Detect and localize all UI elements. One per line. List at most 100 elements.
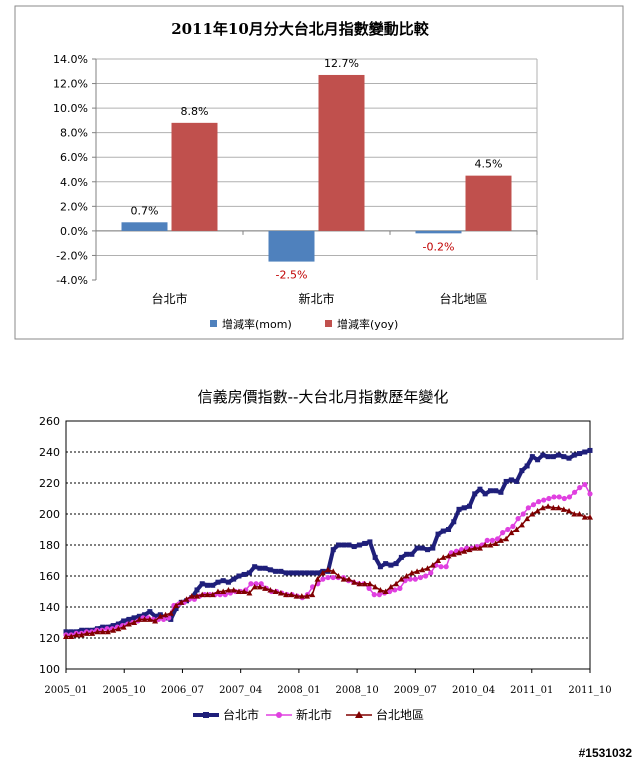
chart2-point-marker	[68, 629, 74, 635]
chart2-point-marker	[555, 504, 562, 511]
chart2-point-marker	[550, 454, 556, 460]
chart2-point-marker	[178, 599, 185, 605]
chart2-point-marker	[393, 580, 400, 587]
chart2-point-marker	[78, 631, 85, 638]
chart2-point-marker	[278, 568, 284, 574]
chart2-point-marker	[173, 606, 179, 612]
chart2-ytick-label: 240	[39, 446, 60, 459]
chart2-point-marker	[372, 583, 379, 590]
chart2-ytick-label: 180	[39, 539, 60, 552]
chart2-point-marker	[199, 581, 205, 587]
chart2-point-marker	[330, 574, 336, 581]
chart2-point-marker	[257, 565, 263, 571]
chart2-point-marker	[194, 593, 200, 599]
chart2-point-marker	[320, 576, 326, 582]
chart2-point-marker	[576, 511, 583, 517]
chart2-point-marker	[110, 623, 116, 629]
chart1-ytick-label: 14.0%	[53, 53, 88, 66]
chart2-point-marker	[362, 540, 368, 546]
chart2-point-marker	[304, 593, 311, 599]
chart2-point-marker	[446, 527, 452, 532]
chart2-point-marker	[330, 547, 336, 553]
chart2-legend-label: 新北市	[296, 707, 332, 722]
chart1-ytick-label: 6.0%	[60, 151, 88, 164]
chart2-point-marker	[571, 489, 578, 495]
chart2-point-marker	[110, 627, 117, 633]
chart2-point-marker	[461, 548, 468, 554]
chart2-point-marker	[267, 567, 273, 573]
chart2-point-marker	[582, 481, 588, 488]
chart2-point-marker	[319, 569, 326, 576]
chart2-xtick-label: 2006_07	[161, 685, 204, 696]
chart2-point-marker	[125, 621, 132, 627]
chart2-point-marker	[428, 570, 434, 576]
chart2-point-marker	[335, 542, 341, 548]
chart2-point-marker	[513, 526, 520, 532]
chart2-point-marker	[582, 449, 588, 455]
chart2-point-marker	[136, 613, 142, 619]
chart2-point-marker	[398, 576, 405, 582]
chart2-point-marker	[440, 528, 446, 534]
chart2-point-marker	[435, 557, 442, 563]
chart1-ytick-label: 4.0%	[60, 176, 88, 189]
chart2-point-marker	[510, 523, 516, 530]
chart2-legend-marker	[203, 712, 209, 718]
chart2-point-marker	[443, 564, 449, 570]
chart2-point-marker	[230, 586, 237, 593]
chart1-data-label: -2.5%	[276, 269, 308, 282]
chart2-point-marker	[142, 612, 148, 618]
chart2-point-marker	[251, 583, 258, 590]
chart2-point-marker	[204, 591, 211, 598]
chart2-point-marker	[571, 452, 577, 458]
chart2-ytick-label: 200	[39, 508, 60, 521]
chart2-point-marker	[525, 505, 531, 511]
chart2-point-marker	[577, 485, 583, 491]
chart2-point-marker	[346, 542, 352, 548]
chart2-point-marker	[120, 624, 127, 630]
chart2-xtick-label: 2005_01	[44, 685, 87, 696]
chart2-point-marker	[409, 551, 415, 557]
chart2-point-marker	[430, 545, 436, 551]
chart2-point-marker	[489, 537, 495, 543]
chart2-point-marker	[214, 588, 221, 594]
chart2-point-marker	[461, 505, 467, 511]
chart2-point-marker	[466, 546, 473, 553]
chart2-point-marker	[419, 566, 426, 573]
chart2-point-marker	[498, 489, 504, 495]
chart2-point-marker	[325, 574, 331, 581]
chart2-point-marker	[152, 613, 158, 619]
chart2-point-marker	[277, 590, 284, 596]
chart2-point-marker	[514, 478, 520, 484]
chart2-point-marker	[147, 609, 153, 615]
chart2-point-marker	[273, 568, 279, 574]
chart1-legend-label: 增減率(yoy)	[337, 317, 398, 331]
chart1-legend-swatch	[210, 320, 217, 327]
chart2-point-marker	[482, 542, 489, 548]
chart2-point-marker	[104, 628, 111, 635]
chart2-point-marker	[529, 454, 535, 460]
chart2-point-marker	[535, 457, 541, 463]
chart2-xtick-label: 2005_10	[103, 685, 146, 696]
chart2-point-marker	[484, 537, 490, 543]
chart2-point-marker	[402, 578, 408, 584]
chart2-point-marker	[456, 506, 462, 512]
chart2-point-marker	[425, 547, 431, 553]
chart2-point-marker	[115, 621, 121, 627]
chart2-point-marker	[403, 573, 410, 579]
chart2-plot-frame	[65, 420, 591, 670]
chart2-point-marker	[294, 570, 300, 576]
chart2-point-marker	[556, 494, 562, 500]
chart2-point-marker	[367, 539, 373, 545]
chart2-point-marker	[262, 565, 268, 571]
chart2-point-marker	[314, 576, 321, 582]
chart2-point-marker	[173, 602, 180, 608]
chart2-point-marker	[377, 564, 383, 570]
chart2-point-marker	[283, 591, 290, 598]
chart2-point-marker	[581, 514, 588, 520]
chart2-point-marker	[162, 611, 169, 618]
chart2-point-marker	[225, 579, 231, 585]
chart2-point-marker	[534, 507, 541, 514]
chart2-xtick-label: 2008_01	[277, 685, 320, 696]
chart2-point-marker	[356, 542, 362, 548]
chart1-ytick-label: 12.0%	[53, 78, 88, 91]
